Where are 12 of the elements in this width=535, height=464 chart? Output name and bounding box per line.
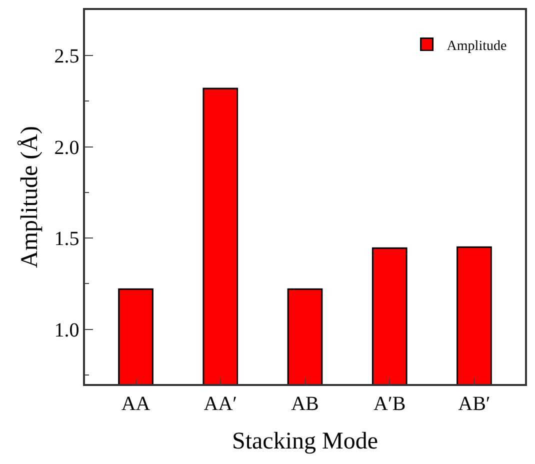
legend-label: Amplitude [446, 38, 507, 54]
x-tick-label: A′B [374, 392, 406, 415]
x-tick-label: AB [291, 392, 319, 415]
y-tick-label: 1.5 [54, 228, 80, 250]
y-tick-label: 2.0 [54, 136, 80, 159]
y-axis-title: Amplitude (Å) [16, 126, 43, 268]
x-tick-label: AB′ [458, 392, 490, 415]
x-axis-title: Stacking Mode [232, 428, 378, 455]
y-tick-label: 1.0 [54, 319, 80, 342]
x-tick-label: AA′ [204, 392, 238, 415]
y-tick-label: 2.5 [54, 46, 80, 68]
x-tick-label: AA [121, 392, 151, 415]
